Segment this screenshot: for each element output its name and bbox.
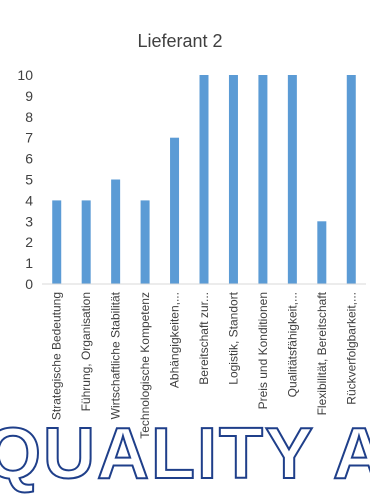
y-tick-label: 10 xyxy=(17,67,33,83)
y-tick-label: 0 xyxy=(25,276,33,292)
y-tick-label: 2 xyxy=(25,234,33,250)
bar xyxy=(287,75,297,284)
x-tick-label: Strategische Bedeutung xyxy=(50,292,64,420)
y-tick-label: 3 xyxy=(25,213,33,229)
bar xyxy=(111,179,121,284)
bar xyxy=(346,75,356,284)
x-tick-label: Logistik, Standort xyxy=(226,291,240,384)
bar xyxy=(199,75,209,284)
bars xyxy=(52,75,356,284)
bar xyxy=(81,200,91,284)
bar xyxy=(140,200,150,284)
y-tick-label: 9 xyxy=(25,88,33,104)
y-tick-label: 1 xyxy=(25,255,33,271)
x-tick-label: Wirtschaftliche Stabilität xyxy=(109,291,123,419)
chart-title: Lieferant 2 xyxy=(137,31,222,51)
watermark-logo: QUALITY A xyxy=(0,413,370,495)
bar xyxy=(317,221,327,284)
watermark-text: QUALITY A xyxy=(0,414,370,494)
bar xyxy=(258,75,268,284)
x-tick-label: Abhängigkeiten,... xyxy=(168,292,182,388)
x-tick-label: Technologische Kompetenz xyxy=(138,292,152,439)
bar xyxy=(228,75,238,284)
bar xyxy=(170,137,180,284)
x-tick-label: Preis und Konditionen xyxy=(256,292,270,409)
x-tick-label: Flexibilität, Bereitschaft xyxy=(315,291,329,415)
x-tick-label: Qualitätsfähigkeit,... xyxy=(285,292,299,397)
x-tick-label: Rückverfolgbarkeit,... xyxy=(344,292,358,405)
x-tick-label: Führung, Organisation xyxy=(79,292,93,411)
y-tick-label: 5 xyxy=(25,172,33,188)
y-tick-label: 6 xyxy=(25,151,33,167)
bar xyxy=(52,200,62,284)
y-tick-label: 7 xyxy=(25,130,33,146)
y-tick-label: 4 xyxy=(25,192,33,208)
x-tick-label: Bereitschaft zur... xyxy=(197,292,211,385)
y-tick-label: 8 xyxy=(25,109,33,125)
x-axis-labels: Strategische Bedeutung Führung, Organisat… xyxy=(50,291,359,438)
y-axis: 0 1 2 3 4 5 6 7 8 9 10 xyxy=(17,67,33,292)
